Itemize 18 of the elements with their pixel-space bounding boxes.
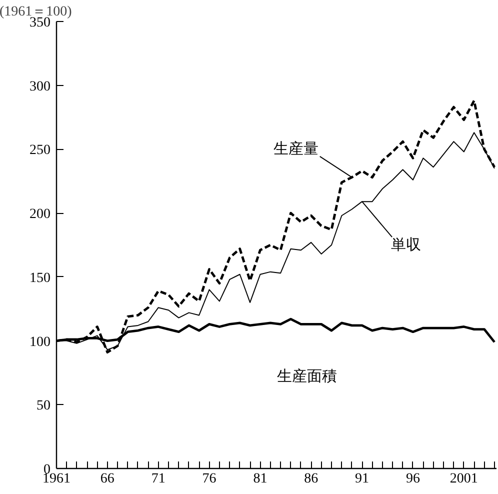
x-tick-label: 81: [253, 472, 268, 486]
text: 生産面積: [276, 368, 337, 386]
x-tick-label: 91: [355, 472, 370, 486]
x-tick-label: 76: [202, 472, 216, 486]
y-tick-label: 250: [30, 143, 50, 158]
y-tick-label: 350: [30, 16, 50, 30]
y-tick-label: 300: [30, 79, 50, 94]
legend-label: 単収: [391, 236, 422, 254]
x-tick-label: 66: [100, 472, 114, 486]
x-tick-label: 2001: [450, 472, 478, 486]
x-tick-label: 86: [304, 472, 318, 486]
y-tick-label: 100: [30, 334, 50, 350]
y-tick-label: 200: [30, 207, 50, 222]
y-tick-label: 50: [36, 398, 50, 414]
text: 生産量: [273, 140, 318, 158]
x-tick-label: 96: [406, 472, 420, 486]
x-tick-label: 71: [151, 472, 166, 486]
y-tick-label: 150: [30, 270, 50, 286]
